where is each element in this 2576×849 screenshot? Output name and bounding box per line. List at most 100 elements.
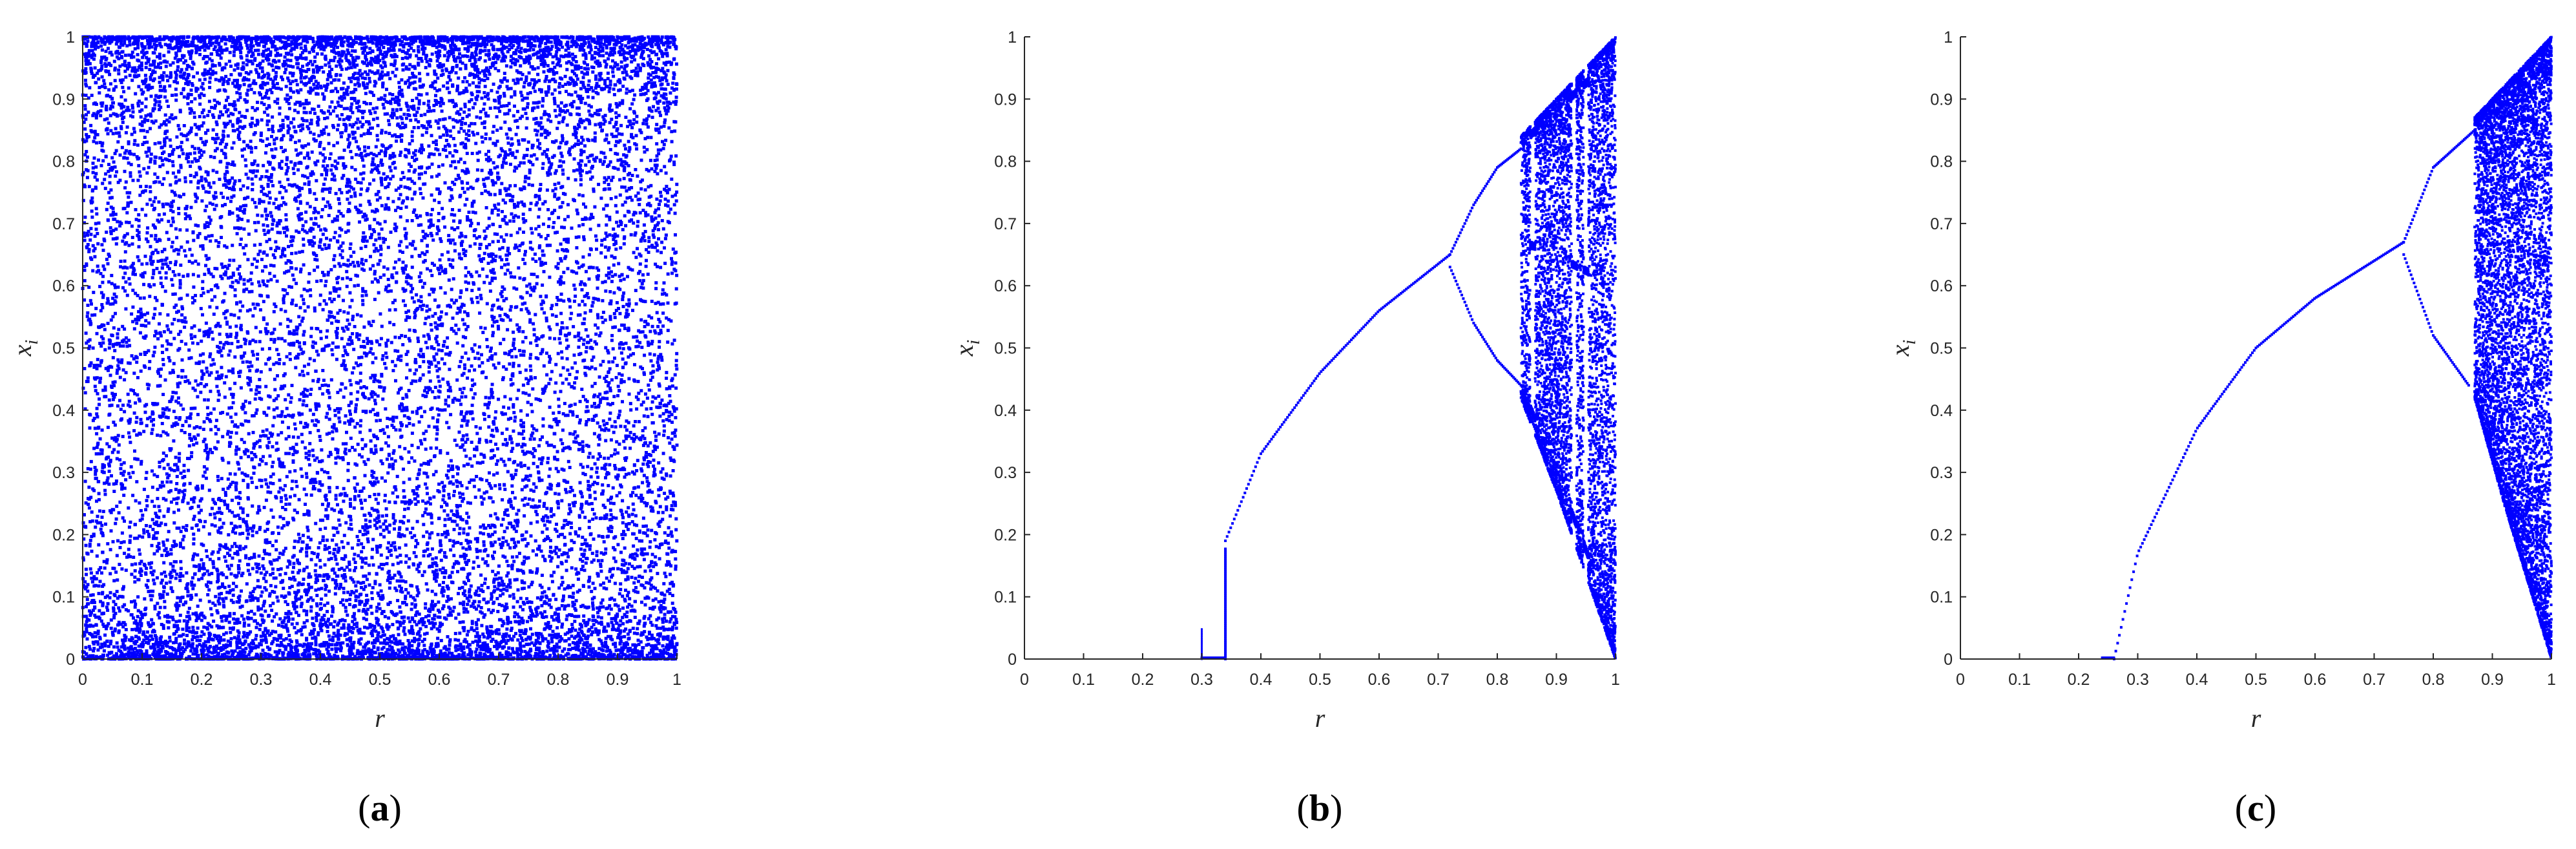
data-point <box>519 465 523 468</box>
data-point <box>520 488 524 492</box>
data-point <box>597 534 601 538</box>
data-point <box>142 528 146 532</box>
data-point <box>183 180 187 183</box>
data-point <box>547 382 551 386</box>
data-point <box>469 224 472 227</box>
data-point <box>670 130 674 134</box>
data-point <box>315 85 319 89</box>
data-point <box>238 645 242 649</box>
data-point <box>104 395 108 399</box>
data-point <box>348 448 351 452</box>
data-point <box>552 571 556 574</box>
data-point <box>658 345 661 349</box>
data-point <box>594 405 597 409</box>
data-point <box>459 517 463 521</box>
data-point <box>527 71 531 75</box>
data-point <box>647 343 650 347</box>
data-point <box>107 69 110 73</box>
data-point <box>535 133 539 137</box>
data-point <box>448 611 452 614</box>
data-point <box>362 344 366 348</box>
data-point <box>120 358 124 362</box>
data-point <box>317 587 321 591</box>
data-point <box>335 114 339 118</box>
data-point <box>210 625 214 629</box>
data-point <box>506 112 510 116</box>
data-point <box>443 181 447 185</box>
data-point <box>235 82 239 85</box>
data-point <box>270 215 273 218</box>
data-point <box>457 613 461 616</box>
data-point <box>427 144 431 148</box>
data-point <box>298 373 302 377</box>
data-point <box>182 193 185 196</box>
data-point <box>348 598 352 602</box>
data-point <box>483 125 486 129</box>
data-point <box>262 163 265 167</box>
data-point <box>132 372 136 375</box>
data-point <box>634 420 638 423</box>
data-point <box>208 355 212 359</box>
data-point <box>562 299 566 303</box>
data-point <box>161 407 165 411</box>
data-point <box>293 607 296 611</box>
data-point <box>265 137 269 141</box>
data-point <box>356 180 360 184</box>
data-point <box>661 653 665 657</box>
data-point <box>557 586 561 590</box>
data-point <box>354 205 358 209</box>
data-point <box>508 219 512 223</box>
data-point <box>284 213 288 216</box>
data-point <box>373 269 377 273</box>
data-point <box>547 217 551 221</box>
data-point <box>672 607 676 611</box>
data-point <box>218 332 222 336</box>
data-point <box>504 351 508 355</box>
data-point <box>508 397 512 401</box>
data-point <box>152 272 156 276</box>
data-point <box>636 627 639 631</box>
data-point <box>132 130 136 134</box>
data-point <box>91 244 95 247</box>
data-point <box>456 647 460 651</box>
data-point <box>123 487 127 490</box>
data-point <box>614 309 618 312</box>
data-point <box>663 76 667 79</box>
data-point <box>577 193 581 197</box>
data-point <box>296 435 300 439</box>
data-point <box>444 267 448 271</box>
data-point <box>425 631 429 635</box>
data-point <box>231 285 234 289</box>
data-point <box>384 441 388 445</box>
data-point <box>432 103 436 107</box>
data-point <box>624 116 628 119</box>
data-point <box>380 462 384 466</box>
data-point <box>282 201 286 205</box>
data-point <box>342 345 346 349</box>
data-point <box>258 377 262 381</box>
data-point <box>649 359 653 363</box>
data-point <box>547 474 551 478</box>
data-point <box>348 305 352 309</box>
data-point <box>454 71 458 75</box>
data-point <box>428 106 431 110</box>
data-point <box>281 288 285 291</box>
data-point <box>512 405 515 409</box>
data-point <box>196 274 200 278</box>
data-point <box>419 627 422 631</box>
data-point <box>133 605 137 609</box>
data-point <box>505 40 509 44</box>
data-point <box>306 509 309 513</box>
data-point <box>177 603 181 607</box>
data-point <box>193 335 197 339</box>
data-point <box>610 132 614 136</box>
data-point <box>211 358 215 362</box>
data-point <box>233 68 236 72</box>
data-point <box>132 429 136 433</box>
data-point <box>353 486 357 490</box>
data-point <box>498 483 501 487</box>
data-point <box>98 141 102 145</box>
data-point <box>488 525 492 529</box>
data-point <box>462 248 466 252</box>
data-point <box>512 403 515 406</box>
